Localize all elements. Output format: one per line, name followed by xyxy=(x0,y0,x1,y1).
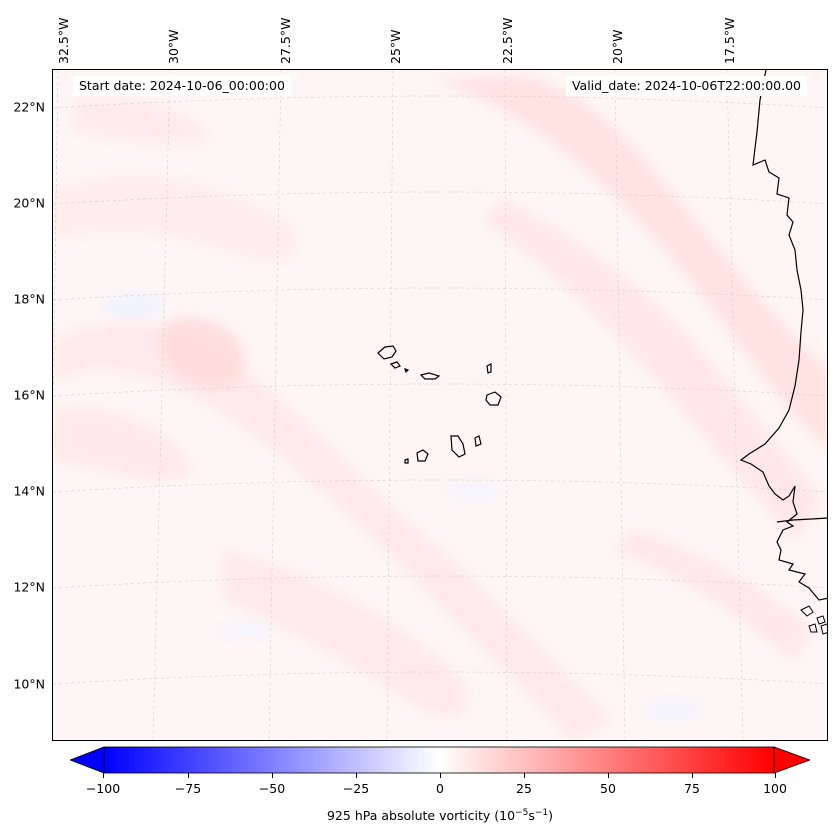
cb-tick-label: 50 xyxy=(600,781,616,796)
cb-tickmark xyxy=(692,773,693,778)
vorticity-band xyxy=(157,318,245,389)
meridian xyxy=(152,70,171,740)
parallel xyxy=(53,479,827,493)
meridian xyxy=(386,70,394,740)
cb-tickmark xyxy=(440,773,441,778)
cb-tickmark xyxy=(103,773,104,778)
lon-label-32-5w: 32.5°W xyxy=(56,17,71,64)
cb-label-exp2: −1 xyxy=(534,808,549,818)
island-sao-vicente xyxy=(389,361,401,369)
lon-label-17-5w: 17.5°W xyxy=(722,17,737,64)
colorbar-svg xyxy=(68,746,812,774)
colorbar-min-extension xyxy=(68,746,105,774)
cb-tick-label: 25 xyxy=(516,781,532,796)
vorticity-band xyxy=(73,97,213,145)
vorticity-band xyxy=(483,200,823,540)
meridian xyxy=(614,70,626,740)
west-africa-coastline xyxy=(739,70,827,601)
island-fogo xyxy=(416,449,429,462)
lat-label-18n: 18°N xyxy=(13,291,45,307)
lon-label-22-5w: 22.5°W xyxy=(500,17,515,64)
vorticity-map[interactable] xyxy=(52,69,828,741)
island-sal xyxy=(486,363,492,374)
lat-label-10n: 10°N xyxy=(13,676,45,692)
vorticity-band xyxy=(217,621,269,639)
vorticity-band xyxy=(447,480,499,500)
cb-tick-label: −50 xyxy=(258,781,286,796)
meridian xyxy=(53,70,59,427)
vorticity-band xyxy=(643,700,703,720)
cb-tickmark xyxy=(272,773,273,778)
vorticity-band xyxy=(223,550,468,717)
vorticity-band xyxy=(53,322,613,740)
lat-label-12n: 12°N xyxy=(13,579,45,595)
lat-label-16n: 16°N xyxy=(13,387,45,403)
meridian xyxy=(268,70,282,740)
colorbar-label: 925 hPa absolute vorticity (10−5s−1) xyxy=(0,808,837,823)
vorticity-band xyxy=(103,293,163,317)
island-santo-antao xyxy=(377,345,397,360)
cb-tickmark xyxy=(775,773,776,778)
cb-tick-label: 75 xyxy=(684,781,700,796)
cb-tick-label: −100 xyxy=(85,781,121,796)
lon-label-20w: 20°W xyxy=(610,29,625,64)
vorticity-band xyxy=(53,408,193,479)
map-svg xyxy=(53,70,827,740)
cb-tickmark xyxy=(608,773,609,778)
cb-label-end: ) xyxy=(548,808,553,824)
island-santa-luzia xyxy=(404,368,410,374)
west-africa-coastline xyxy=(776,517,827,523)
cb-label-main: 925 hPa absolute vorticity (10 xyxy=(326,808,516,824)
cb-tick-label: 0 xyxy=(436,781,444,796)
lat-label-14n: 14°N xyxy=(13,483,45,499)
island-sao-nicolau xyxy=(419,372,441,380)
cb-label-exp1: −5 xyxy=(515,808,529,818)
cb-tickmark xyxy=(188,773,189,778)
cb-label-mid: s xyxy=(528,808,535,824)
graticule xyxy=(53,70,827,740)
lon-label-27-5w: 27.5°W xyxy=(278,17,293,64)
colorbar xyxy=(68,746,812,774)
vorticity-band xyxy=(53,175,298,262)
colorbar-max-extension xyxy=(773,746,812,774)
island-boa-vista xyxy=(485,391,502,406)
lat-label-22n: 22°N xyxy=(13,99,45,115)
cb-tick-label: 100 xyxy=(763,781,787,796)
cape-verde-islands xyxy=(377,345,502,464)
bijagos-islands xyxy=(800,605,827,635)
cb-tickmark xyxy=(524,773,525,778)
valid-date-label: Valid_date: 2024-10-06T22:00:00.00 xyxy=(565,76,807,96)
lon-label-25w: 25°W xyxy=(388,29,403,64)
cb-tickmark xyxy=(356,773,357,778)
lat-label-20n: 20°N xyxy=(13,195,45,211)
island-brava xyxy=(404,458,409,464)
vorticity-field xyxy=(53,75,827,740)
cb-tick-label: −75 xyxy=(174,781,202,796)
colorbar-gradient xyxy=(103,746,775,774)
island-santiago xyxy=(450,435,466,458)
lon-label-30w: 30°W xyxy=(166,29,181,64)
vorticity-band xyxy=(613,530,813,660)
meridian xyxy=(726,70,744,740)
vorticity-band xyxy=(433,75,827,449)
cb-tick-label: −25 xyxy=(342,781,370,796)
start-date-label: Start date: 2024-10-06_00:00:00 xyxy=(73,76,291,96)
island-maio xyxy=(474,435,482,447)
meridian xyxy=(504,70,508,740)
